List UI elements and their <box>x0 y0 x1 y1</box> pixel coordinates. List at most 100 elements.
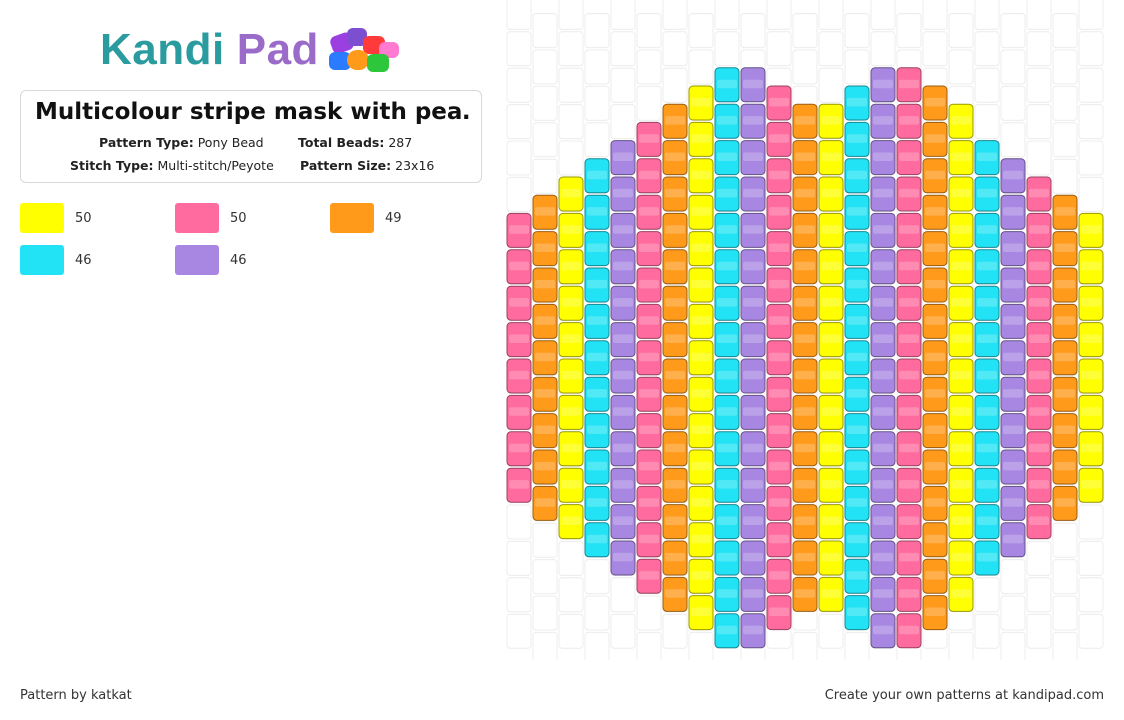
palette-entry-pink[interactable]: 50 <box>175 203 247 233</box>
empty-bead-cell <box>1026 31 1052 67</box>
bead <box>740 67 766 103</box>
bead-highlight <box>821 516 841 525</box>
bead-highlight <box>769 389 789 398</box>
bead <box>558 249 584 285</box>
bead-highlight <box>899 225 919 234</box>
total-beads-meta: Total Beads: 287 <box>298 135 412 150</box>
bead <box>636 194 662 230</box>
empty-bead-cell <box>1026 577 1052 613</box>
bead <box>792 249 818 285</box>
empty-bead-cell <box>610 104 636 140</box>
bead-highlight <box>873 261 893 271</box>
bead-highlight <box>717 625 737 635</box>
bead <box>740 504 766 540</box>
bead <box>532 376 558 412</box>
bead-highlight <box>717 407 737 416</box>
bead-highlight <box>847 571 867 580</box>
bead <box>870 467 896 503</box>
palette-entry-yellow[interactable]: 50 <box>20 203 92 233</box>
bead <box>792 431 818 467</box>
empty-bead-cell <box>818 613 844 649</box>
bead-highlight <box>795 480 815 489</box>
bead-highlight <box>535 461 555 471</box>
bead <box>844 158 870 194</box>
bead-highlight <box>717 480 737 489</box>
bead <box>688 231 714 267</box>
bead <box>740 322 766 358</box>
color-swatch <box>330 203 374 233</box>
empty-bead-cell <box>532 122 558 158</box>
bead-highlight <box>665 188 685 198</box>
empty-bead-cell <box>896 13 922 49</box>
bead <box>636 376 662 412</box>
bead-highlight <box>847 243 867 252</box>
bead-highlight <box>951 589 971 598</box>
bead <box>662 249 688 285</box>
bead-highlight <box>587 461 607 471</box>
bead-highlight <box>743 116 763 125</box>
bead <box>792 358 818 394</box>
bead-highlight <box>717 298 737 307</box>
bead-highlight <box>821 407 841 416</box>
empty-bead-cell <box>558 104 584 140</box>
pattern-type-label: Pattern Type: <box>99 135 194 150</box>
bead <box>948 358 974 394</box>
empty-bead-cell <box>558 577 584 613</box>
bead-highlight <box>899 261 919 271</box>
bead-highlight <box>613 370 633 380</box>
empty-bead-cell <box>948 631 974 660</box>
bead <box>714 431 740 467</box>
bead <box>766 449 792 485</box>
bead-highlight <box>639 498 659 507</box>
bead-highlight <box>691 170 711 180</box>
bead-count: 50 <box>230 210 247 226</box>
bead-highlight <box>873 480 893 489</box>
bead <box>870 140 896 176</box>
bead <box>636 303 662 339</box>
kandipad-link[interactable]: Create your own patterns at kandipad.com <box>824 688 1104 703</box>
bead <box>584 303 610 339</box>
bead-highlight <box>769 461 789 471</box>
bead <box>584 231 610 267</box>
bead <box>766 485 792 521</box>
bead <box>766 340 792 376</box>
bead <box>1052 303 1078 339</box>
bead <box>662 358 688 394</box>
bead <box>870 504 896 540</box>
bead-highlight <box>899 443 919 453</box>
bead <box>740 394 766 430</box>
color-swatch <box>20 245 64 275</box>
bead <box>1000 376 1026 412</box>
bead-highlight <box>613 261 633 271</box>
empty-bead-cell <box>792 49 818 85</box>
bead <box>1078 467 1104 503</box>
bead <box>610 504 636 540</box>
bead-highlight <box>561 516 581 525</box>
empty-bead-cell <box>506 0 532 30</box>
bead-highlight <box>1029 407 1049 416</box>
bead-highlight <box>873 443 893 453</box>
palette-entry-orange[interactable]: 49 <box>330 203 402 233</box>
bead-highlight <box>847 425 867 434</box>
bead <box>1052 376 1078 412</box>
bead <box>870 212 896 248</box>
bead-highlight <box>847 534 867 544</box>
palette-entry-purple[interactable]: 46 <box>175 245 247 275</box>
bead-highlight <box>873 334 893 343</box>
bead <box>610 394 636 430</box>
bead <box>662 467 688 503</box>
empty-bead-cell <box>584 49 610 85</box>
bead-highlight <box>821 480 841 489</box>
bead-highlight <box>769 352 789 362</box>
pattern-type-value: Pony Bead <box>197 135 264 150</box>
pattern-type-meta: Pattern Type: Pony Bead <box>99 135 264 150</box>
bead-highlight <box>769 425 789 434</box>
bead-highlight <box>821 188 841 198</box>
bead <box>1000 303 1026 339</box>
bead <box>766 413 792 449</box>
bead <box>1078 322 1104 358</box>
bead <box>688 194 714 230</box>
kandipad-logo[interactable]: Kandi Pad <box>100 22 405 78</box>
palette-entry-cyan[interactable]: 46 <box>20 245 92 275</box>
empty-bead-cell <box>1052 158 1078 194</box>
